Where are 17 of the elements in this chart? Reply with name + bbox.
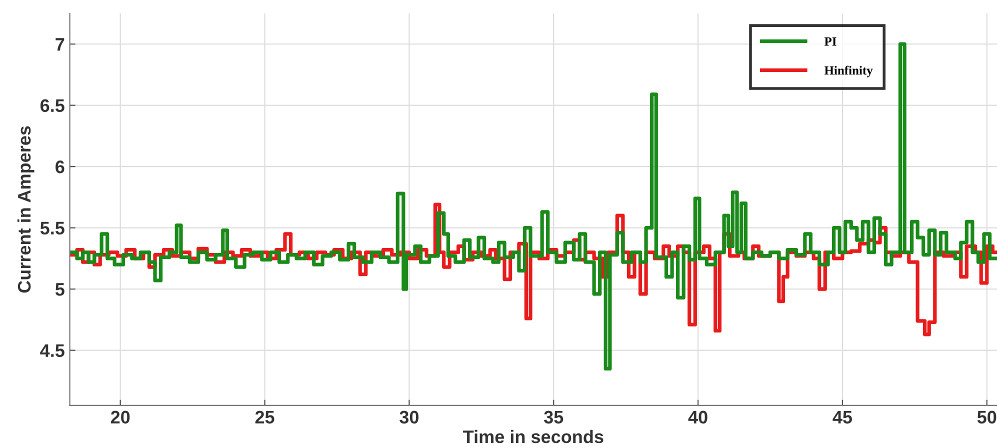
x-tick-label: 25: [255, 410, 274, 424]
legend-label: Hinfinity: [824, 66, 873, 78]
x-tick-label: 20: [110, 410, 130, 424]
x-tick-label: 45: [832, 410, 852, 424]
x-tick-label: 35: [544, 410, 564, 424]
y-tick-label: 6: [56, 160, 64, 174]
x-tick-label: 30: [400, 410, 418, 424]
y-tick-label: 7: [56, 38, 64, 51]
y-tick-label: 5: [55, 283, 64, 296]
x-axis-title: Time in seconds: [463, 430, 604, 444]
y-tick-label: 4.5: [40, 344, 64, 358]
y-tick-label: 6.5: [40, 99, 64, 112]
x-tick-label: 50: [977, 410, 996, 424]
x-tick-label: 40: [688, 410, 708, 424]
y-tick-label: 5.5: [40, 222, 64, 235]
legend-label: PI: [824, 37, 836, 46]
y-axis-title: Current in Amperes: [17, 126, 34, 293]
